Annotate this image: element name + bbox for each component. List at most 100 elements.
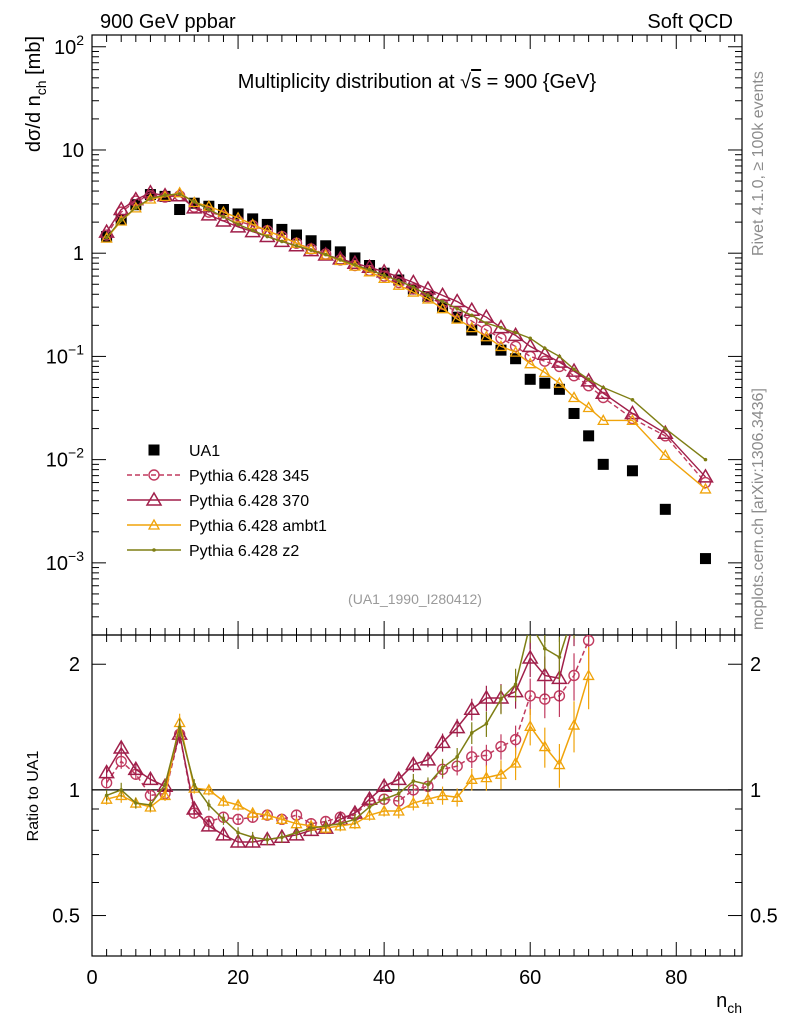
data-point [624, 404, 641, 420]
legend-marker [148, 469, 160, 481]
data-point [509, 345, 522, 357]
ratio-point [567, 718, 581, 730]
data-point [451, 312, 464, 324]
data-point [407, 283, 419, 295]
ratio-point [426, 782, 430, 787]
ratio-point [538, 740, 551, 752]
legend-marker [145, 491, 163, 506]
main-series [98, 184, 714, 565]
data-point [626, 465, 638, 477]
ratio-point [495, 740, 507, 753]
header-right: Soft QCD [647, 11, 733, 33]
data-point [104, 235, 109, 240]
data-point [455, 306, 459, 311]
ratio-point [582, 635, 595, 647]
data-point [582, 401, 595, 413]
legend-label: Pythia 6.428 z2 [189, 543, 299, 560]
ratio-line [106, 675, 590, 829]
data-point [499, 325, 503, 330]
data-point [466, 324, 478, 336]
ratio-point [323, 824, 328, 828]
header-left: 900 GeV ppbar [100, 11, 236, 33]
y-tick-label: 10−3 [46, 548, 84, 575]
ratio-point [127, 760, 145, 776]
legend-label: Pythia 6.428 370 [189, 493, 309, 510]
ratio-point [338, 821, 343, 826]
ratio-point [463, 700, 481, 716]
data-point [221, 215, 226, 219]
ratio-y-tick-label: 1 [69, 780, 80, 802]
ratio-point [221, 817, 226, 822]
ratio-point [246, 806, 259, 818]
data-point [543, 346, 547, 351]
data-point [192, 199, 197, 204]
y-tick-label: 10−1 [46, 341, 84, 368]
ratio-point [309, 826, 313, 830]
ratio-point [363, 808, 376, 820]
ratio-point [407, 796, 420, 808]
data-point [524, 357, 537, 369]
data-point [524, 373, 536, 385]
data-point [396, 279, 401, 283]
data-point [346, 254, 364, 269]
data-point [699, 553, 711, 565]
data-point [217, 204, 229, 216]
data-point [448, 293, 466, 308]
data-point [697, 468, 714, 483]
ratio-point [115, 789, 128, 801]
data-point [703, 457, 708, 462]
ratio-point [466, 751, 478, 763]
data-point [663, 426, 668, 431]
x-tick-label: 0 [86, 967, 97, 989]
ratio-line [106, 635, 568, 841]
analysis-tag: (UA1_1990_I280412) [348, 591, 482, 607]
main-ylabel: dσ/d nch [mb] [23, 36, 49, 152]
data-point [236, 222, 240, 227]
data-point [565, 362, 583, 377]
data-point [601, 385, 606, 390]
legend-entry: Pythia 6.428 z2 [127, 543, 299, 560]
ratio-point [551, 669, 568, 685]
data-point [597, 414, 610, 426]
ratio-point [229, 833, 247, 848]
data-point [597, 458, 609, 470]
mcplots-label: mcplots.cern.ch [arXiv:1306.3436] [750, 388, 767, 630]
legend-label: Pythia 6.428 ambt1 [189, 518, 327, 535]
ratio-point [382, 797, 386, 801]
data-point [480, 334, 492, 346]
data-point [323, 252, 328, 257]
ratio-point [509, 733, 522, 746]
ratio-point [265, 837, 270, 842]
data-point [100, 231, 113, 243]
ratio-point [451, 790, 464, 802]
data-point [134, 206, 138, 210]
data-point [148, 196, 153, 201]
ratio-point [436, 789, 449, 801]
data-point [659, 449, 672, 461]
ratio-point [261, 808, 274, 820]
ratio-point [134, 801, 138, 805]
ratio-point [440, 765, 445, 770]
y-tick-label: 102 [54, 32, 84, 59]
ratio-point [217, 794, 230, 806]
data-point [200, 206, 218, 221]
ratio-ylabel: Ratio to UA1 [25, 751, 42, 842]
legend-marker [147, 518, 161, 530]
data-point [551, 353, 568, 368]
ratio-point [334, 819, 347, 831]
ratio-point [148, 803, 153, 807]
data-point [437, 301, 449, 313]
data-point [309, 248, 313, 252]
ratio-pythia-6-428-ambt1 [100, 646, 595, 834]
data-point [215, 212, 232, 227]
data-point [163, 193, 167, 197]
ratio-point [142, 770, 159, 786]
data-point [659, 503, 671, 515]
series-line [106, 193, 706, 461]
legend-entry: Pythia 6.428 370 [127, 491, 309, 510]
x-axis-label: nch [716, 990, 742, 1016]
ratio-point [98, 764, 115, 779]
ratio-point [480, 749, 493, 762]
ratio-point [104, 793, 109, 798]
